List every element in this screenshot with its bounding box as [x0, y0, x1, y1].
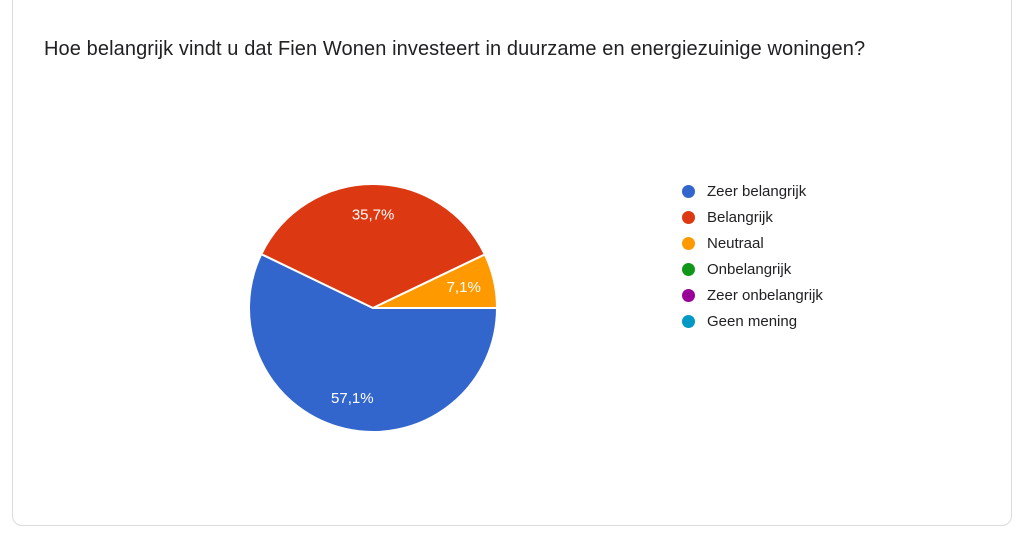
pie-slice-label: 57,1% [331, 390, 374, 407]
pie-slice-label: 35,7% [352, 207, 395, 224]
question-title: Hoe belangrijk vindt u dat Fien Wonen in… [44, 38, 866, 60]
legend-label: Neutraal [707, 234, 764, 252]
legend-item-zeer-belangrijk: Zeer belangrijk [682, 178, 823, 204]
question-results-card: Hoe belangrijk vindt u dat Fien Wonen in… [12, 0, 1012, 526]
legend-color-dot [682, 210, 695, 224]
legend-label: Geen mening [707, 312, 798, 330]
legend-label: Belangrijk [707, 208, 773, 226]
legend-item-geen-mening: Geen mening [682, 308, 823, 334]
pie-slice-neutraal[interactable] [372, 253, 498, 309]
legend-color-dot [682, 184, 695, 198]
legend-label: Zeer onbelangrijk [707, 286, 823, 304]
chart-legend: Zeer belangrijk Belangrijk Neutraal Onbelan… [682, 178, 823, 334]
legend-label: Onbelangrijk [707, 260, 792, 278]
legend-label: Zeer belangrijk [707, 182, 807, 200]
legend-color-dot [682, 262, 695, 276]
legend-color-dot [682, 314, 695, 328]
legend-color-dot [682, 288, 695, 302]
legend-item-belangrijk: Belangrijk [682, 204, 823, 230]
pie-chart: 57,1% 35,7% 7,1% [248, 183, 498, 434]
pie-slice-belangrijk[interactable] [260, 183, 486, 309]
legend-item-neutraal: Neutraal [682, 230, 823, 256]
legend-item-zeer-onbelangrijk: Zeer onbelangrijk [682, 282, 823, 308]
pie-slice-zeer-belangrijk[interactable] [248, 253, 498, 434]
legend-item-onbelangrijk: Onbelangrijk [682, 256, 823, 282]
legend-color-dot [682, 236, 695, 250]
pie-slice-label: 7,1% [447, 279, 481, 296]
